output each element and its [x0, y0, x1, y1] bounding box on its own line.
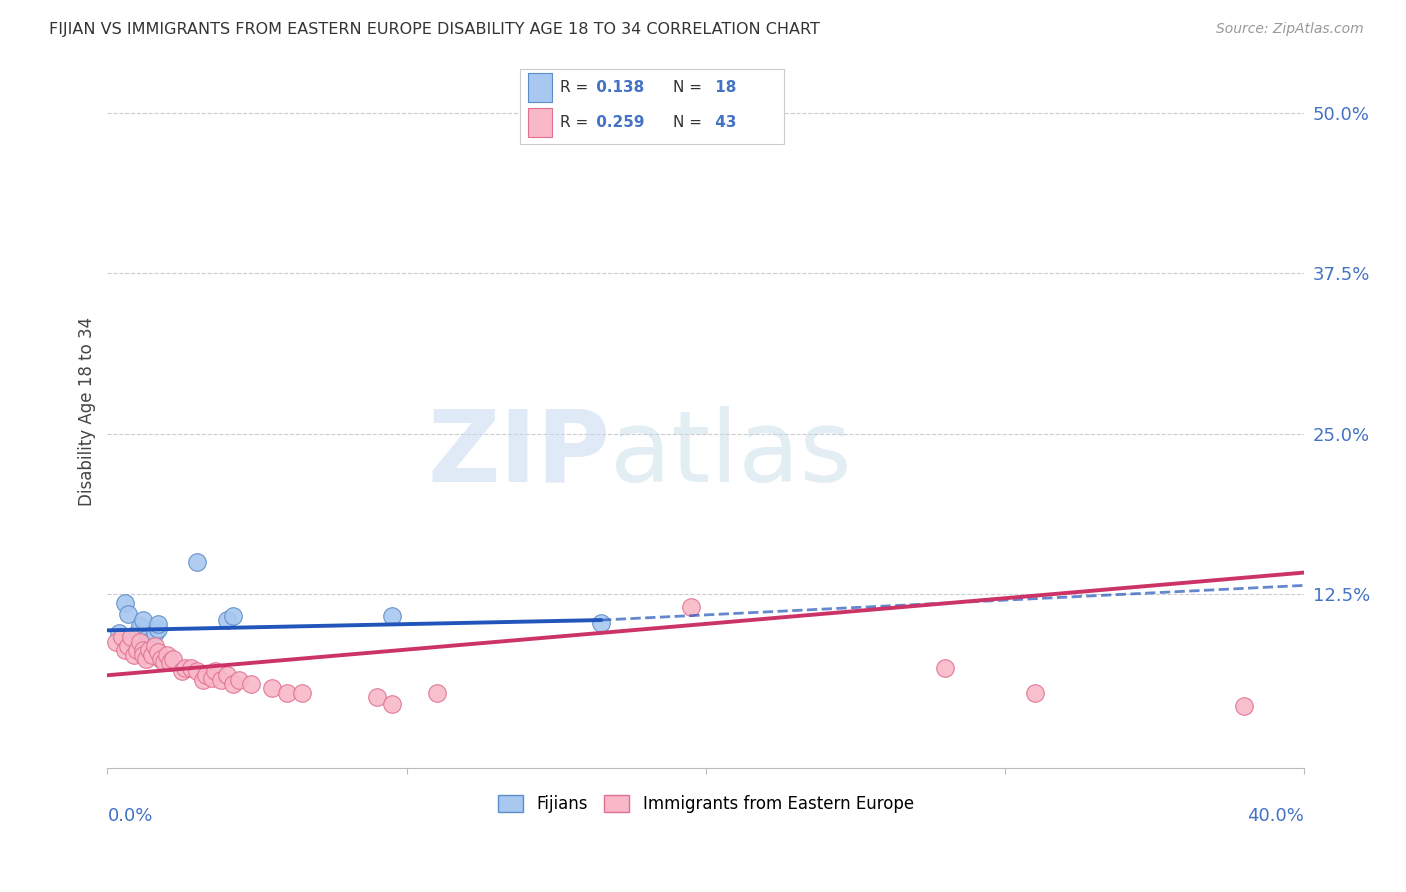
Point [366, 690, 388, 704]
Point [150, 651, 173, 665]
Point [153, 656, 176, 670]
Point [132, 648, 155, 662]
Point [129, 619, 152, 633]
Point [204, 665, 226, 679]
Point [148, 616, 170, 631]
Point [381, 697, 404, 711]
Point [679, 600, 702, 615]
Point [111, 630, 134, 644]
Point [150, 651, 173, 665]
Point [138, 635, 160, 649]
Point [191, 673, 214, 688]
Text: ZIP: ZIP [427, 406, 610, 503]
Point [114, 642, 136, 657]
Text: Source: ZipAtlas.com: Source: ZipAtlas.com [1216, 22, 1364, 37]
Text: 0.0%: 0.0% [107, 807, 153, 825]
Point [291, 686, 314, 700]
Text: 40.0%: 40.0% [1247, 807, 1305, 825]
Point [117, 639, 139, 653]
Point [148, 622, 170, 636]
Point [260, 681, 283, 695]
Point [143, 639, 166, 653]
Y-axis label: Disability Age 18 to 34: Disability Age 18 to 34 [79, 317, 96, 506]
Point [222, 609, 245, 624]
Point [1024, 686, 1046, 700]
Point [135, 651, 157, 665]
Point [105, 635, 128, 649]
Point [172, 665, 194, 679]
Text: atlas: atlas [610, 406, 852, 503]
Point [276, 686, 298, 700]
Point [127, 642, 149, 657]
Point [222, 677, 245, 691]
Point [117, 607, 139, 621]
Point [135, 632, 157, 647]
Point [141, 648, 163, 662]
Point [174, 660, 197, 674]
Point [162, 651, 184, 665]
Point [186, 555, 208, 569]
Point [186, 665, 208, 679]
Point [1233, 699, 1256, 714]
Point [124, 648, 146, 662]
Point [129, 635, 152, 649]
Point [148, 645, 170, 659]
Point [132, 642, 155, 657]
Point [180, 660, 202, 674]
Point [934, 660, 956, 674]
Point [209, 673, 232, 688]
Point [159, 656, 181, 670]
Point [132, 613, 155, 627]
Point [215, 668, 238, 682]
Text: FIJIAN VS IMMIGRANTS FROM EASTERN EUROPE DISABILITY AGE 18 TO 34 CORRELATION CHA: FIJIAN VS IMMIGRANTS FROM EASTERN EUROPE… [49, 22, 820, 37]
Legend: Fijians, Immigrants from Eastern Europe: Fijians, Immigrants from Eastern Europe [491, 789, 921, 820]
Point [127, 626, 149, 640]
Point [143, 626, 166, 640]
Point [425, 686, 447, 700]
Point [215, 613, 238, 627]
Point [114, 596, 136, 610]
Point [156, 648, 179, 662]
Point [591, 615, 613, 630]
Point [195, 668, 218, 682]
Point [201, 671, 224, 685]
Point [124, 635, 146, 649]
Point [108, 626, 131, 640]
Point [240, 677, 263, 691]
Point [381, 609, 404, 624]
Point [138, 642, 160, 657]
Point [228, 673, 250, 688]
Point [120, 630, 142, 644]
